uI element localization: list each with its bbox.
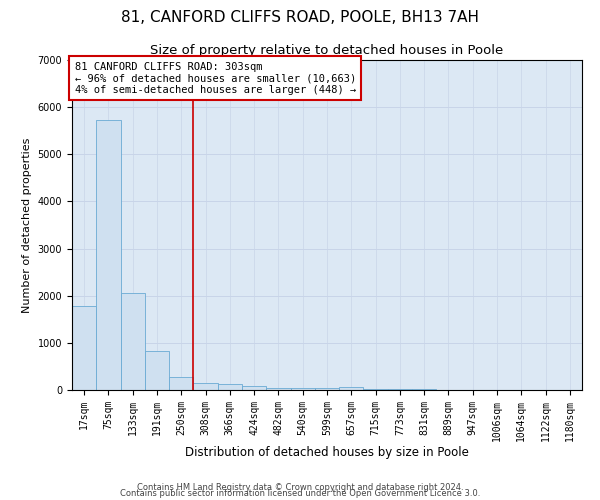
Bar: [96, 120, 121, 390]
Y-axis label: Number of detached properties: Number of detached properties: [22, 138, 32, 312]
Bar: [290, 388, 315, 390]
Text: 81, CANFORD CLIFFS ROAD, POOLE, BH13 7AH: 81, CANFORD CLIFFS ROAD, POOLE, BH13 7AH: [121, 10, 479, 25]
Text: 81 CANFORD CLIFFS ROAD: 303sqm
← 96% of detached houses are smaller (10,663)
4% : 81 CANFORD CLIFFS ROAD: 303sqm ← 96% of …: [74, 62, 356, 95]
Bar: [145, 352, 169, 390]
Bar: [266, 388, 290, 390]
Title: Size of property relative to detached houses in Poole: Size of property relative to detached ho…: [151, 44, 503, 58]
Text: Contains public sector information licensed under the Open Government Licence 3.: Contains public sector information licen…: [120, 490, 480, 498]
Bar: [242, 386, 266, 390]
X-axis label: Distribution of detached houses by size in Poole: Distribution of detached houses by size …: [185, 446, 469, 460]
Bar: [169, 377, 193, 390]
Text: Contains HM Land Registry data © Crown copyright and database right 2024.: Contains HM Land Registry data © Crown c…: [137, 484, 463, 492]
Bar: [364, 388, 388, 390]
Bar: [388, 389, 412, 390]
Bar: [193, 383, 218, 390]
Bar: [315, 388, 339, 390]
Bar: [339, 387, 364, 390]
Bar: [218, 384, 242, 390]
Bar: [72, 306, 96, 390]
Bar: [121, 293, 145, 390]
